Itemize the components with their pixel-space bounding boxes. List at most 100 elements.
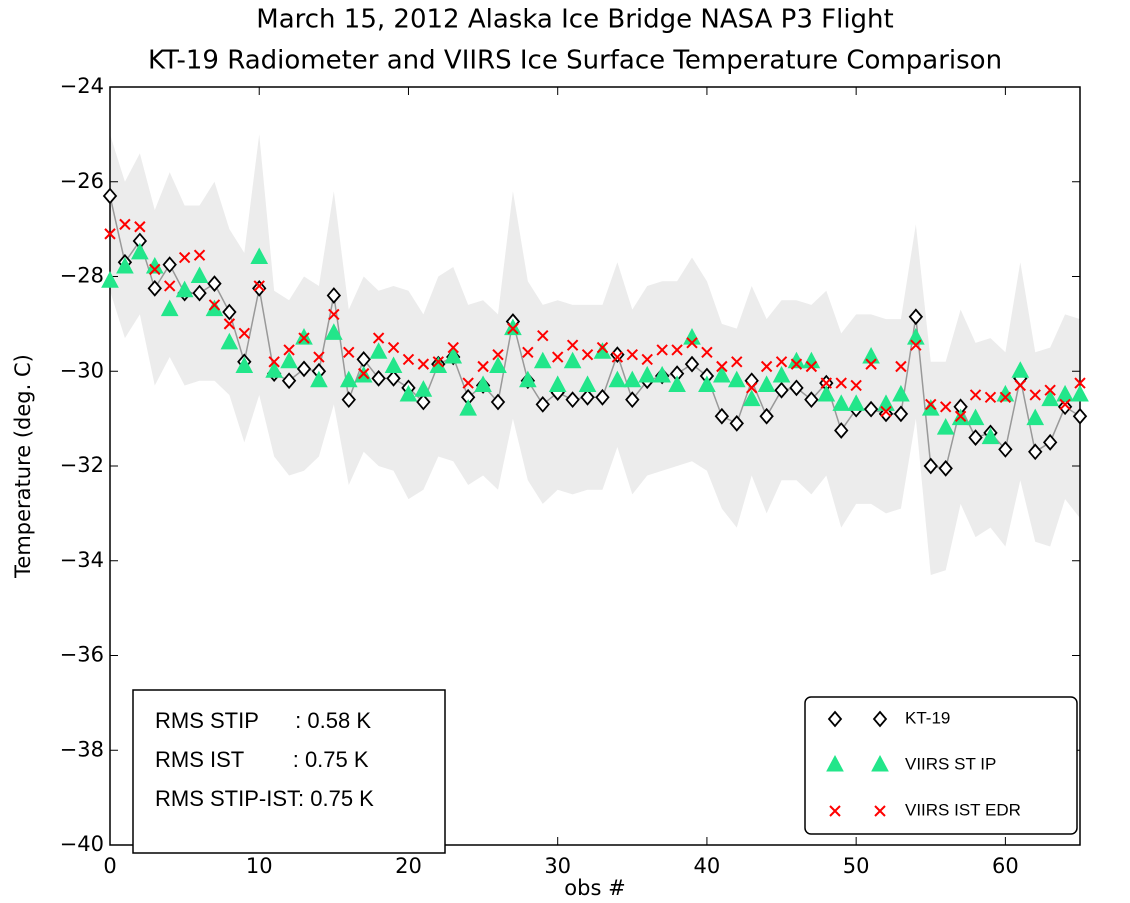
triangle-marker [533, 351, 552, 369]
stats-text: RMS IST : 0.75 K [155, 747, 369, 772]
x-marker [522, 346, 534, 359]
diamond-marker [535, 396, 550, 413]
triangle-marker [1011, 361, 1030, 378]
x-tick-label: 40 [694, 854, 721, 878]
x-marker [865, 358, 877, 370]
triangle-marker [548, 375, 567, 392]
x-marker [313, 351, 325, 363]
diamond-marker [386, 369, 401, 387]
x-marker [477, 360, 489, 373]
triangle-marker [384, 356, 403, 374]
x-marker [775, 356, 788, 368]
x-marker [253, 280, 265, 292]
diamond-marker [1072, 407, 1088, 425]
x-marker [596, 341, 609, 354]
x-marker [925, 398, 937, 411]
triangle-marker [116, 256, 134, 274]
diamond-marker [872, 710, 888, 728]
triangle-marker [265, 361, 283, 378]
x-marker [820, 377, 833, 389]
diamond-marker [595, 388, 610, 406]
triangle-marker [459, 399, 477, 416]
diamond-marker [296, 360, 312, 378]
triangle-marker [235, 356, 254, 374]
diamond-marker [938, 459, 953, 477]
triangle-marker [847, 394, 865, 411]
x-marker [283, 344, 295, 356]
y-tick-label: −36 [60, 643, 104, 667]
x-marker [895, 360, 907, 373]
diamond-marker [1057, 398, 1073, 416]
x-marker [745, 382, 758, 394]
triangle-marker [668, 375, 686, 392]
triangle-marker [1026, 408, 1045, 426]
triangle-marker [160, 299, 179, 317]
x-marker [626, 348, 639, 361]
y-tick-label: −40 [60, 832, 104, 856]
legend-box [804, 696, 1078, 835]
diamond-marker [863, 400, 879, 418]
triangle-marker [832, 394, 851, 411]
y-axis-label: Temperature (deg. C) [11, 354, 35, 579]
x-marker [581, 348, 594, 361]
x-marker [163, 280, 176, 292]
triangle-marker [190, 266, 209, 283]
stats-text: RMS STIP : 0.58 K [155, 708, 371, 733]
diamond-marker [490, 393, 506, 411]
triangle-marker [280, 351, 298, 369]
triangle-marker [325, 323, 343, 340]
triangle-marker [295, 328, 313, 345]
diamond-marker [565, 391, 580, 409]
triangle-marker [698, 375, 716, 392]
diamond-marker [804, 391, 819, 409]
x-marker [954, 410, 967, 422]
triangle-marker [399, 384, 418, 402]
triangle-marker [1041, 389, 1059, 407]
diamond-marker [192, 284, 207, 302]
triangle-marker [638, 365, 657, 383]
diamond-marker [714, 407, 730, 425]
x-marker [119, 218, 131, 231]
legend-label: KT-19 [905, 708, 950, 727]
diamond-marker [834, 422, 849, 439]
x-marker [984, 391, 997, 404]
x-marker [999, 391, 1012, 404]
triangle-marker [489, 356, 507, 374]
triangle-marker [578, 375, 597, 392]
diamond-marker [684, 355, 700, 373]
triangle-marker [175, 280, 194, 298]
triangle-marker [623, 370, 642, 388]
diamond-marker [1042, 433, 1058, 451]
x-marker [223, 318, 236, 330]
x-marker [104, 228, 116, 240]
x-tick-label: 0 [103, 854, 116, 878]
diamond-marker [326, 287, 342, 304]
triangle-marker [250, 247, 269, 265]
diamond-marker [207, 275, 222, 292]
diamond-marker [908, 308, 924, 326]
diamond-marker [998, 441, 1013, 458]
x-marker [656, 344, 668, 356]
x-marker [1014, 379, 1027, 392]
x-marker [701, 346, 713, 359]
x-marker [835, 377, 847, 389]
x-marker [566, 339, 579, 351]
triangle-marker [713, 365, 731, 383]
diamond-marker [968, 429, 983, 446]
x-tick-label: 30 [544, 854, 571, 878]
diamond-marker [222, 303, 237, 321]
x-marker [850, 379, 862, 392]
range-band [110, 134, 1080, 575]
legend-label: VIIRS ST IP [905, 754, 996, 773]
x-marker [880, 405, 892, 418]
diamond-marker [416, 393, 431, 411]
diamond-marker [893, 405, 909, 423]
x-marker [328, 308, 340, 321]
x-marker [760, 360, 773, 373]
diamond-marker [281, 372, 297, 390]
triangle-marker [826, 754, 844, 772]
x-marker [1044, 384, 1056, 396]
triangle-marker [504, 318, 522, 336]
triangle-marker [310, 370, 328, 388]
x-marker [611, 351, 624, 363]
